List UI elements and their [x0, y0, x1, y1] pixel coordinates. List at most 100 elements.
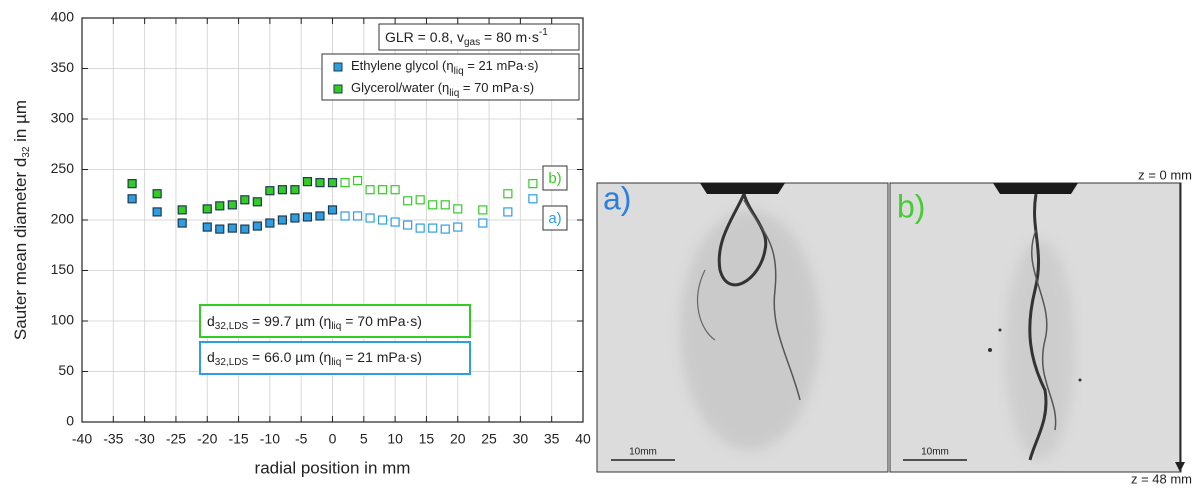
marker	[453, 222, 463, 232]
panel-label: b)	[897, 188, 925, 224]
photo-a	[596, 182, 889, 473]
y-axis-label-part: 32	[21, 146, 32, 158]
panel-label: a)	[603, 180, 631, 216]
marker	[277, 185, 287, 195]
marker	[352, 176, 363, 186]
legend-marker	[333, 84, 343, 94]
x-tick-label: -10	[260, 431, 280, 447]
y-tick-label: 250	[51, 160, 75, 176]
marker	[403, 220, 413, 230]
x-tick-label: -35	[103, 431, 123, 447]
marker	[152, 189, 162, 199]
legend-label: Glycerol/water (ηliq = 70 mPa·s)	[351, 80, 534, 98]
annotation-part: d	[207, 313, 215, 329]
x-tick-label: 5	[360, 431, 368, 447]
x-tick-label: -30	[135, 431, 155, 447]
marker	[302, 177, 313, 187]
marker	[202, 222, 212, 232]
y-tick-label: 0	[66, 413, 74, 429]
annotation: d32,LDS = 66.0 µm (ηliq = 21 mPa·s)	[207, 349, 422, 368]
marker	[378, 215, 388, 225]
x-tick-label: 25	[481, 431, 497, 447]
marker	[127, 179, 137, 189]
marker	[177, 205, 187, 215]
marker	[202, 204, 212, 214]
legend-label-part: = 21 mPa·s)	[464, 58, 539, 73]
marker	[302, 212, 313, 222]
marker	[528, 194, 538, 204]
marker	[478, 218, 488, 228]
marker	[503, 207, 513, 217]
annotation-box	[542, 205, 568, 231]
photo-b	[889, 182, 1182, 473]
y-axis-label-part: in µm	[11, 100, 30, 147]
marker	[528, 179, 538, 189]
annotation-part: = 21 mPa·s)	[341, 349, 422, 365]
marker	[440, 224, 450, 234]
marker	[215, 224, 225, 234]
y-axis-label-part: Sauter mean diameter d	[11, 158, 30, 340]
plot-frame	[81, 17, 584, 423]
marker	[152, 207, 162, 217]
marker	[403, 196, 413, 206]
z-arrow-head	[1175, 462, 1185, 472]
marker	[240, 224, 250, 234]
marker	[340, 211, 350, 221]
z-label: z = 48 mm	[1131, 471, 1192, 486]
z-label: z = 0 mm	[1138, 167, 1192, 182]
legend-label: Ethylene glycol (ηliq = 21 mPa·s)	[351, 58, 538, 76]
annotation-part: liq	[331, 357, 341, 368]
marker	[415, 195, 425, 205]
y-tick-label: 350	[51, 59, 75, 75]
y-tick-label: 100	[51, 312, 75, 328]
marker	[415, 223, 425, 233]
marker	[290, 185, 300, 195]
x-tick-label: 30	[513, 431, 529, 447]
annotation-part: = 80 m·s	[480, 29, 539, 45]
annotation: a)	[548, 210, 561, 227]
marker	[127, 194, 137, 204]
x-tick-label: 10	[387, 431, 403, 447]
legend-label-part: = 70 mPa·s)	[459, 80, 534, 95]
marker	[478, 205, 488, 215]
marker	[340, 178, 350, 188]
marker	[327, 178, 338, 188]
marker	[327, 205, 338, 215]
legend-marker	[333, 62, 343, 72]
marker	[265, 218, 275, 228]
x-tick-label: -15	[228, 431, 248, 447]
marker	[215, 201, 225, 211]
x-tick-label: 40	[575, 431, 591, 447]
annotation-part: 32,LDS	[215, 321, 249, 332]
y-tick-label: 400	[51, 9, 75, 25]
marker	[252, 221, 262, 231]
marker	[390, 185, 400, 195]
annotation-part: = 99.7 µm (η	[248, 313, 331, 329]
x-tick-label: 15	[419, 431, 435, 447]
marker	[440, 200, 450, 210]
marker	[352, 211, 363, 221]
marker	[365, 185, 375, 195]
annotation-part: = 66.0 µm (η	[248, 349, 331, 365]
marker	[315, 211, 325, 221]
annotation: GLR = 0.8, vgas = 80 m·s-1	[385, 27, 548, 48]
legend-label-part: liq	[449, 88, 459, 99]
x-tick-label: 0	[329, 431, 337, 447]
annotation-part: d	[207, 349, 215, 365]
annotation-part: -1	[539, 27, 548, 38]
y-tick-label: 50	[58, 362, 74, 378]
marker	[428, 223, 438, 233]
annotation-part: liq	[331, 321, 341, 332]
annotation: d32,LDS = 99.7 µm (ηliq = 70 mPa·s)	[207, 313, 422, 332]
marker	[378, 185, 388, 195]
legend-label-part: liq	[454, 66, 464, 77]
y-tick-label: 200	[51, 211, 75, 227]
scale-label: 10mm	[629, 447, 657, 458]
x-tick-label: -40	[72, 431, 92, 447]
marker	[177, 218, 187, 228]
scale-label: 10mm	[921, 447, 949, 458]
marker	[227, 223, 237, 233]
annotation-part: GLR = 0.8, v	[385, 29, 464, 45]
y-tick-label: 150	[51, 261, 75, 277]
